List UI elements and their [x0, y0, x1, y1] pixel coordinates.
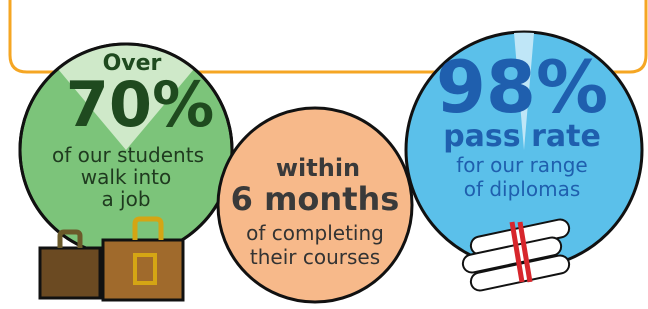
- figure: 70%: [66, 68, 214, 141]
- line: walk into: [81, 165, 171, 189]
- figure: 98%: [436, 45, 608, 129]
- line: their courses: [250, 245, 380, 269]
- stat-months: within 6 months of completing their cour…: [218, 108, 412, 302]
- line: for our range: [456, 153, 588, 177]
- line: of completing: [246, 221, 384, 245]
- lead: within: [276, 154, 360, 182]
- line: a job: [101, 187, 150, 211]
- briefcase: [40, 248, 100, 298]
- line: of our students: [52, 143, 204, 167]
- lead: pass rate: [443, 119, 601, 154]
- briefcase: [103, 240, 183, 300]
- line: of diplomas: [464, 177, 581, 201]
- figure: 6 months: [231, 180, 400, 218]
- infographic: Over 70% of our students walk into a job…: [0, 0, 648, 309]
- stat-jobs: Over 70% of our students walk into a job: [20, 44, 232, 256]
